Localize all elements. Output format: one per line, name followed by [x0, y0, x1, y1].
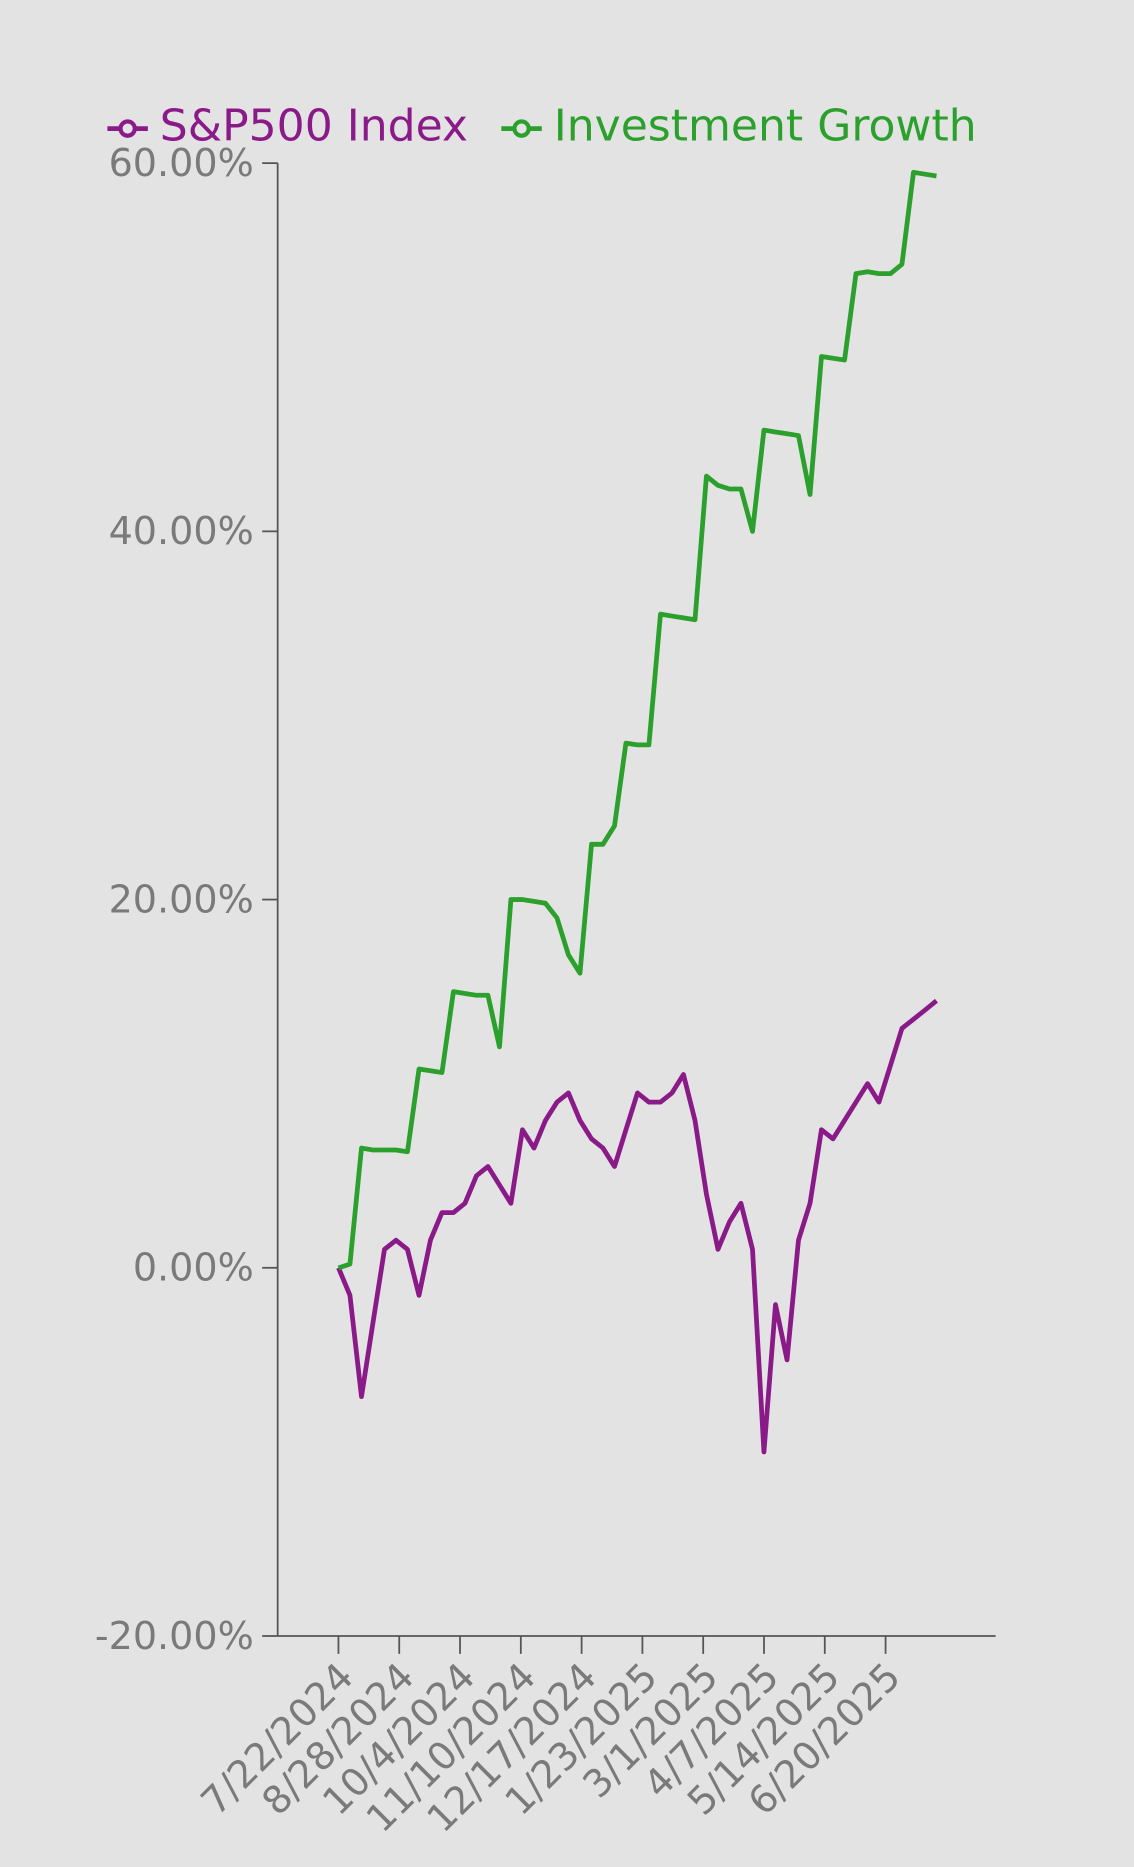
y-tick-label: -20.00% [95, 1614, 254, 1658]
legend-label: Investment Growth [554, 101, 977, 152]
legend-marker [118, 119, 137, 138]
legend-item: Investment Growth [501, 101, 977, 152]
legend-label: S&P500 Index [160, 101, 468, 152]
legend-marker [512, 119, 531, 138]
y-tick-label: 40.00% [109, 509, 254, 553]
y-tick-label: 0.00% [133, 1246, 254, 1290]
series-line [337, 169, 937, 1271]
series-line [336, 998, 938, 1455]
legend-item: S&P500 Index [107, 101, 468, 152]
y-tick-label: 20.00% [109, 877, 254, 921]
y-tick-label: 60.00% [109, 141, 254, 185]
